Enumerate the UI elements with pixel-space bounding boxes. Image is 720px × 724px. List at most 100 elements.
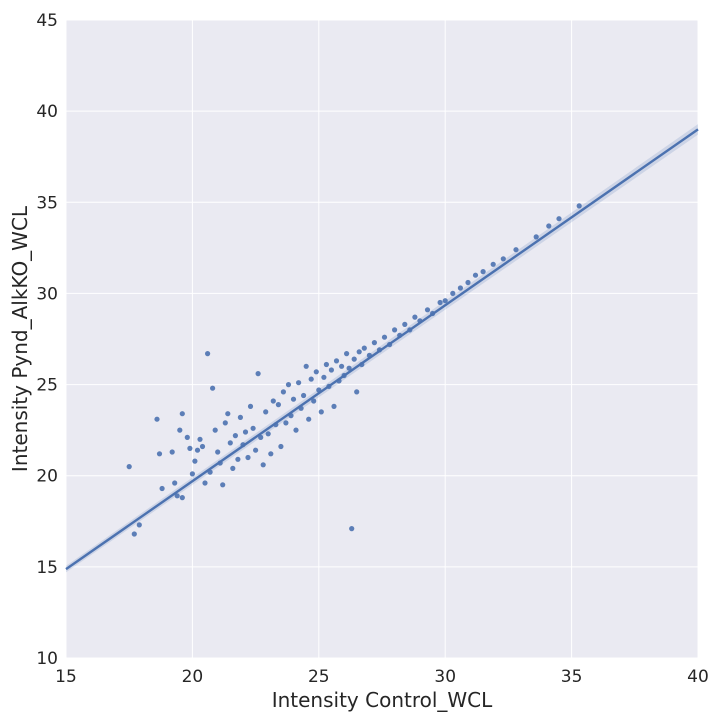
data-point (187, 445, 193, 451)
data-point (450, 290, 456, 296)
data-point (136, 522, 142, 528)
data-point (442, 298, 448, 304)
data-point (184, 434, 190, 440)
y-tick-label: 30 (36, 284, 58, 304)
y-axis-title: Intensity Pynd_AlkKO_WCL (8, 205, 32, 472)
data-point (280, 389, 286, 395)
data-point (268, 451, 274, 457)
grid-lines (65, 19, 699, 659)
data-point (199, 443, 206, 450)
data-point (331, 403, 337, 409)
data-point (278, 443, 284, 450)
data-point (424, 307, 431, 313)
data-point (339, 363, 345, 369)
data-point (263, 409, 269, 415)
data-point (210, 385, 216, 391)
data-point (215, 449, 221, 455)
data-point (308, 376, 314, 382)
data-point (220, 482, 226, 488)
y-tick-label: 20 (36, 467, 58, 487)
y-tick-labels: 10 15 20 25 30 35 40 45 (36, 11, 58, 669)
regression-line (65, 128, 699, 571)
plot-background (66, 20, 698, 658)
data-point (275, 402, 281, 408)
data-point (253, 447, 259, 453)
data-point (285, 382, 292, 388)
data-point (311, 398, 317, 404)
data-point (361, 345, 367, 351)
x-tick-label: 40 (687, 667, 709, 687)
data-point (126, 464, 132, 470)
x-axis-title: Intensity Control_WCL (272, 688, 493, 712)
data-point (131, 531, 137, 537)
data-point (237, 414, 243, 420)
data-point (156, 451, 163, 457)
data-point (344, 351, 350, 357)
x-tick-label: 35 (561, 667, 583, 687)
data-point (258, 434, 264, 440)
x-tick-label: 30 (434, 667, 456, 687)
data-point (323, 361, 329, 368)
data-point (212, 427, 218, 433)
data-point (354, 389, 360, 395)
x-tick-label: 20 (182, 667, 204, 687)
data-point (392, 327, 398, 333)
data-point (490, 261, 496, 267)
data-point (321, 374, 327, 380)
data-point (242, 429, 249, 435)
x-tick-labels: 15 20 25 30 35 40 (55, 667, 709, 687)
data-point (260, 462, 266, 468)
data-point (472, 272, 479, 278)
data-point (194, 447, 201, 453)
data-point (202, 480, 208, 486)
data-point (306, 416, 312, 422)
data-point (197, 436, 203, 442)
data-point (225, 411, 231, 417)
x-tick-label: 25 (308, 667, 330, 687)
data-point (356, 349, 362, 355)
regression-line-layer (65, 128, 699, 571)
data-point (179, 411, 185, 417)
data-point (177, 427, 183, 433)
y-tick-label: 15 (36, 558, 58, 578)
data-point (412, 314, 418, 320)
data-point (402, 321, 408, 327)
data-point (255, 371, 261, 377)
data-point (232, 433, 238, 439)
data-point (576, 203, 582, 209)
data-point (179, 495, 185, 501)
data-point (230, 465, 236, 471)
y-tick-label: 10 (36, 649, 58, 669)
data-point (245, 454, 251, 461)
data-point (247, 403, 254, 409)
data-point (381, 334, 388, 340)
data-point (265, 431, 271, 437)
data-point (313, 369, 319, 375)
data-point (227, 440, 233, 446)
data-point (556, 216, 562, 222)
y-tick-label: 35 (36, 193, 58, 213)
data-point (235, 456, 241, 462)
data-point (172, 480, 178, 486)
data-point (250, 425, 256, 431)
data-point (222, 420, 228, 426)
data-point (290, 396, 297, 402)
data-point (205, 351, 211, 357)
y-tick-label: 45 (36, 11, 58, 31)
data-point (301, 392, 307, 399)
data-point (480, 269, 486, 275)
data-point (457, 285, 463, 291)
data-point (351, 356, 357, 362)
x-tick-label: 15 (55, 667, 77, 687)
data-point (189, 471, 195, 477)
data-point (270, 398, 276, 404)
data-point (533, 234, 539, 240)
data-point (293, 427, 299, 433)
data-point (513, 247, 519, 253)
data-point (169, 449, 175, 455)
data-point (346, 365, 352, 371)
data-point (283, 420, 289, 426)
data-point (500, 256, 506, 262)
data-point (296, 380, 302, 386)
